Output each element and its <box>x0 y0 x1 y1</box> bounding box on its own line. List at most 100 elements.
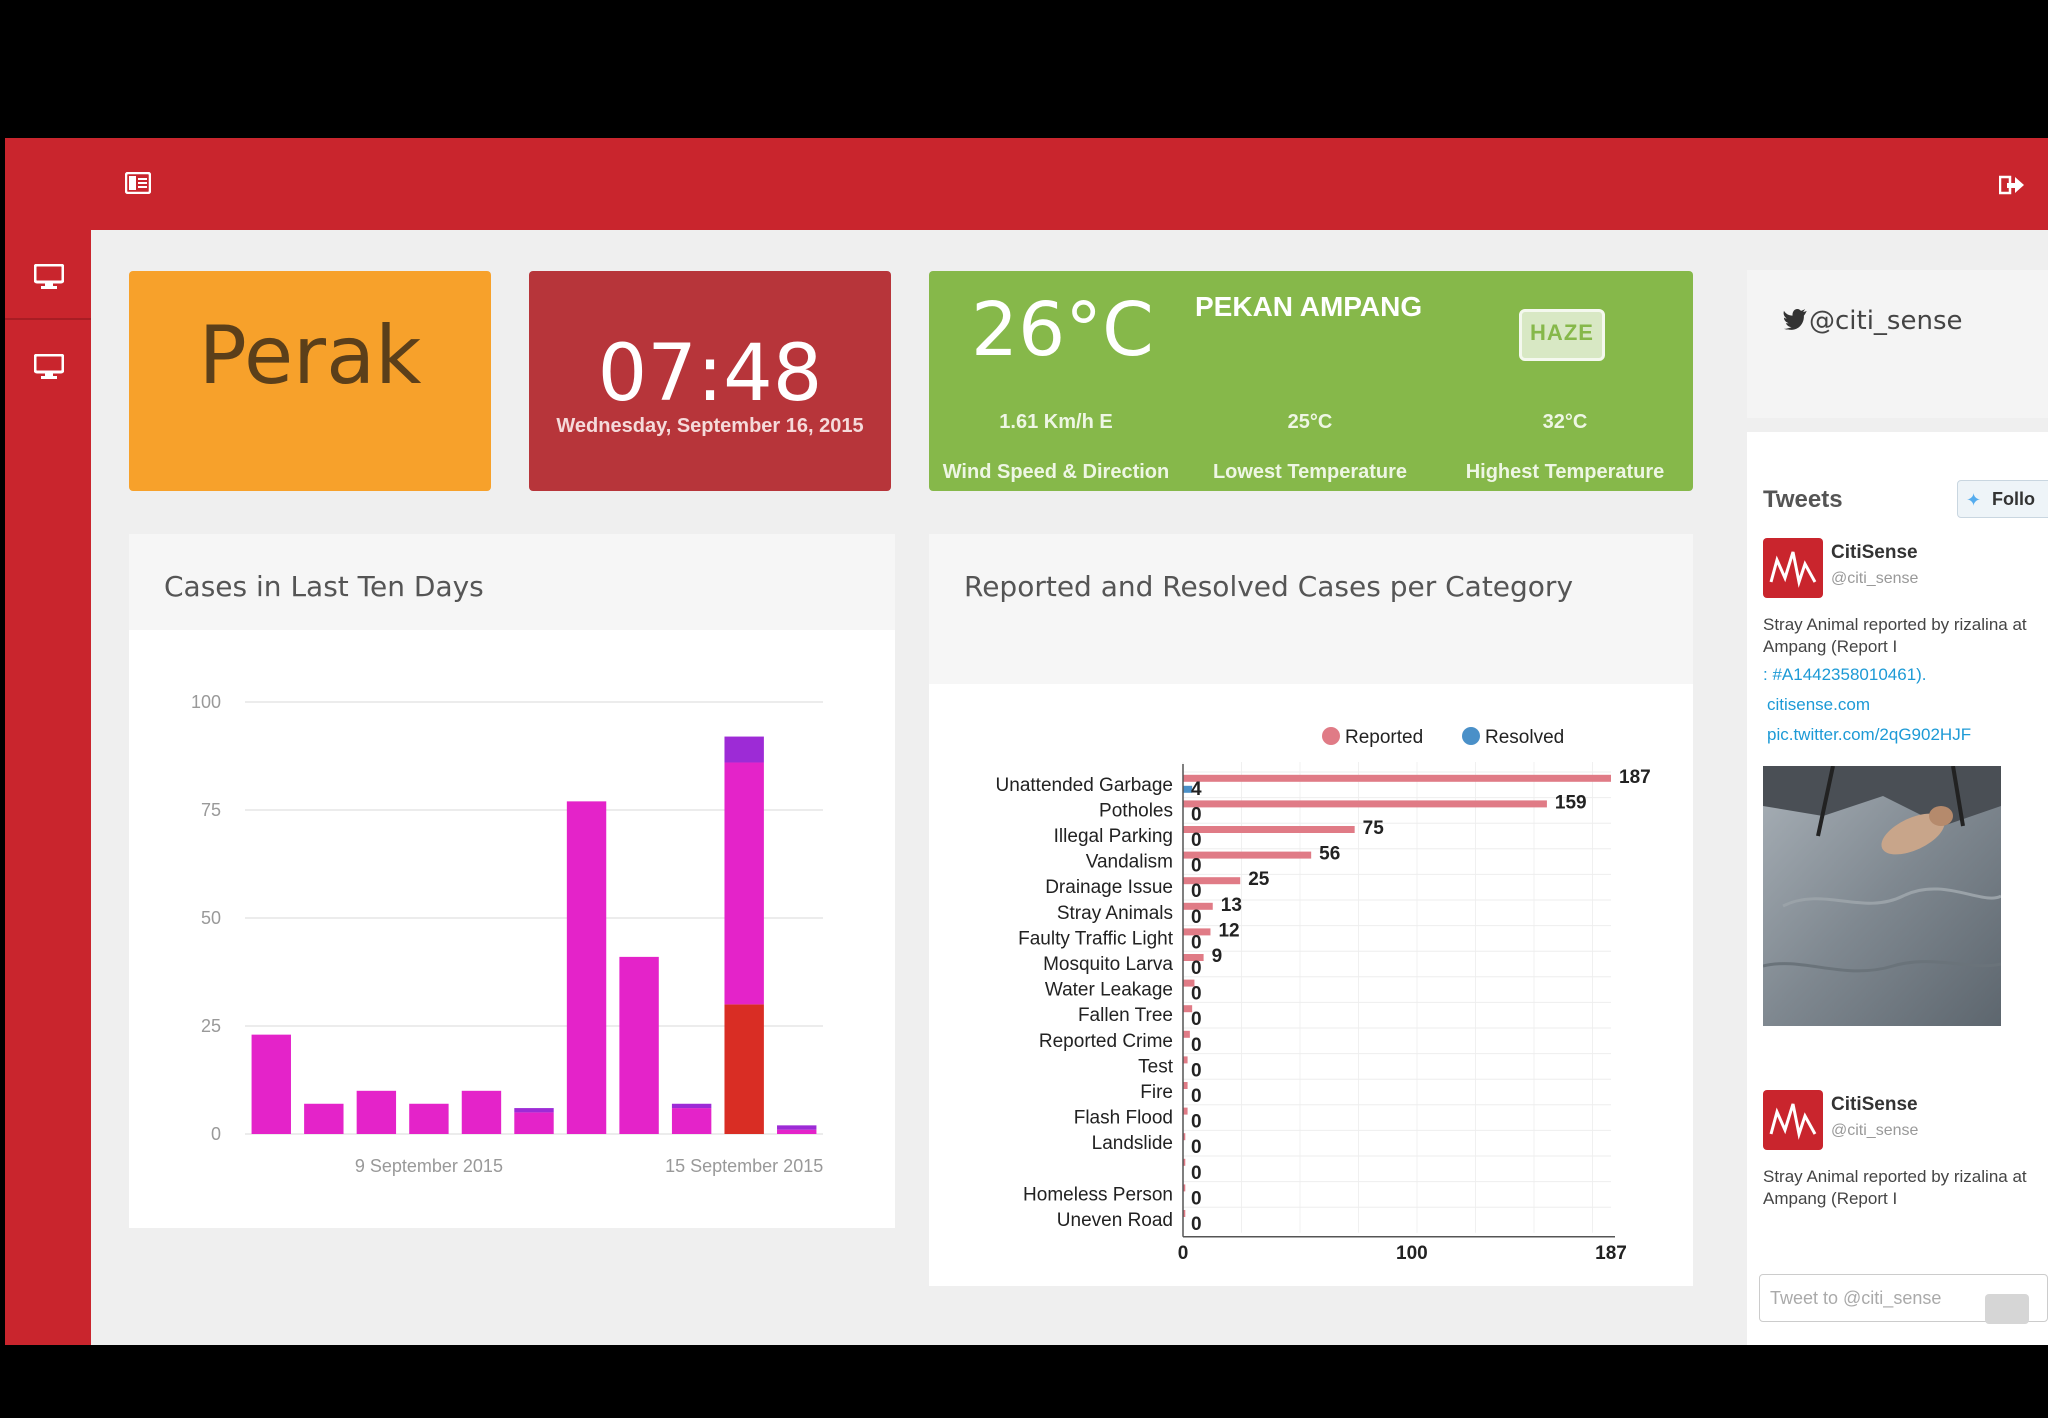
data-label: 13 <box>1221 895 1242 916</box>
cases-chart-panel: Cases in Last Ten Days 0 25 50 75 100 9 Septe… <box>129 534 895 1228</box>
bar-reported[interactable] <box>1183 800 1547 808</box>
bar[interactable] <box>777 1125 817 1130</box>
tweet-hashtag[interactable]: : #A1442358010461). <box>1763 665 1927 684</box>
category-label: Water Leakage <box>1045 980 1173 1001</box>
category-label: Fire <box>1140 1082 1173 1103</box>
tweets-timeline: Tweets ✦ Follo CitiSense @citi_sense Str… <box>1747 432 2048 1345</box>
bar-reported[interactable] <box>1183 851 1312 859</box>
bar[interactable] <box>409 1103 449 1134</box>
bar[interactable] <box>724 736 764 763</box>
avatar <box>1763 538 1823 598</box>
legend-label: Resolved <box>1485 727 1564 748</box>
bar[interactable] <box>514 1112 554 1134</box>
top-bar <box>5 138 2048 230</box>
sidebar-item-display[interactable] <box>5 320 91 408</box>
data-label: 187 <box>1619 767 1651 788</box>
bar[interactable] <box>251 1034 291 1134</box>
bar-reported[interactable] <box>1183 954 1204 961</box>
category-label: Homeless Person <box>1023 1184 1173 1205</box>
bar-reported[interactable] <box>1183 928 1211 936</box>
bar-reported[interactable] <box>1183 1030 1190 1038</box>
logout-icon[interactable] <box>1998 174 2025 196</box>
cases-bar-chart: 0 25 50 75 100 9 September 2015 15 September 2… <box>191 692 823 1176</box>
data-label: 0 <box>1191 1214 1202 1235</box>
data-label: 0 <box>1191 1086 1202 1107</box>
sidebar-item-dashboard[interactable] <box>5 230 91 320</box>
tweet-item[interactable]: CitiSense @citi_sense Stray Animal repor… <box>1763 1090 2048 1230</box>
twitter-handle: @citi_sense <box>1809 306 1963 336</box>
bar[interactable] <box>671 1103 712 1109</box>
tweet-text: Stray Animal reported by rizalina at Amp… <box>1763 1167 2027 1208</box>
tweet-author-handle: @citi_sense <box>1831 1122 1919 1139</box>
follow-button[interactable]: ✦ Follo <box>1957 480 2048 518</box>
bar-reported[interactable] <box>1183 979 1195 987</box>
panel-title: Cases in Last Ten Days <box>164 570 484 603</box>
bar-reported[interactable] <box>1183 1210 1186 1217</box>
data-label: 0 <box>1191 1163 1202 1184</box>
avatar <box>1763 1090 1823 1150</box>
bar-reported[interactable] <box>1183 1133 1186 1141</box>
category-label: Test <box>1138 1056 1174 1077</box>
tweet-author-handle: @citi_sense <box>1831 570 1919 587</box>
bar[interactable] <box>671 1108 712 1134</box>
tweet-author: CitiSense <box>1831 1094 1918 1115</box>
monitor-icon <box>34 354 64 379</box>
category-hbar-chart: Reported Resolved Unattended Garbage 187 4 Po… <box>996 727 1651 1264</box>
tweet-text: Stray Animal reported by rizalina at Amp… <box>1763 615 2027 656</box>
tweet-photo[interactable] <box>1763 766 2001 1026</box>
legend-swatch <box>1462 727 1480 745</box>
monitor-icon <box>34 264 64 289</box>
bar-reported[interactable] <box>1183 1107 1188 1115</box>
twitter-widget: @citi_sense Tweets ✦ Follo CitiSense @ci… <box>1747 270 2048 1345</box>
tweet-item[interactable]: CitiSense @citi_sense Stray Animal repor… <box>1763 538 2048 1068</box>
bar[interactable] <box>777 1129 817 1134</box>
bar-reported[interactable] <box>1183 826 1355 833</box>
data-label: 0 <box>1191 1009 1202 1030</box>
dashboard-app: Perak 07:48 Wednesday, September 16, 201… <box>5 138 2048 1345</box>
bar-reported[interactable] <box>1183 774 1611 782</box>
location-name: Perak <box>198 309 422 402</box>
bar-reported[interactable] <box>1183 1082 1188 1089</box>
data-label: 0 <box>1191 830 1202 851</box>
tweet-link[interactable]: citisense.com <box>1767 695 1870 714</box>
panel-header: Reported and Resolved Cases per Category <box>929 534 1693 684</box>
bar[interactable] <box>356 1090 397 1134</box>
data-label: 0 <box>1191 1035 1202 1056</box>
category-chart-panel: Reported and Resolved Cases per Category… <box>929 534 1693 1286</box>
bar[interactable] <box>514 1108 554 1113</box>
bar[interactable] <box>724 1004 764 1134</box>
bar-reported[interactable] <box>1183 877 1241 885</box>
data-label: 0 <box>1191 1060 1202 1081</box>
data-label: 12 <box>1218 920 1239 941</box>
category-label: Landslide <box>1092 1133 1173 1154</box>
data-label: 4 <box>1191 779 1202 800</box>
wind-value: 1.61 Km/h E <box>999 411 1113 433</box>
bar-reported[interactable] <box>1183 902 1213 910</box>
bar-resolved[interactable] <box>1183 785 1193 793</box>
data-label: 0 <box>1191 984 1202 1005</box>
bar-reported[interactable] <box>1183 1056 1188 1064</box>
tweets-heading: Tweets <box>1763 486 1843 513</box>
bar[interactable] <box>304 1103 344 1134</box>
bar-reported[interactable] <box>1183 1158 1186 1166</box>
weather-temperature: 26°C <box>971 287 1154 373</box>
bar-reported[interactable] <box>1183 1005 1193 1013</box>
panel-title: Reported and Resolved Cases per Category <box>964 570 1574 603</box>
data-label: 0 <box>1191 1112 1202 1133</box>
x-tick-label: 9 September 2015 <box>355 1156 503 1176</box>
tweet-author: CitiSense <box>1831 542 1918 563</box>
bar[interactable] <box>724 762 764 1005</box>
haze-badge: HAZE <box>1519 309 1605 361</box>
category-label: Stray Animals <box>1057 903 1173 924</box>
bar-reported[interactable] <box>1183 1184 1186 1192</box>
weather-tile: 26°C PEKAN AMPANG HAZE 1.61 Km/h E 25°C … <box>929 271 1693 491</box>
tweet-send-icon[interactable] <box>1985 1294 2029 1324</box>
tweet-pic-link[interactable]: pic.twitter.com/2qG902HJF <box>1767 725 1972 744</box>
sidebar-toggle-icon[interactable] <box>124 171 152 195</box>
category-label: Flash Flood <box>1074 1108 1173 1129</box>
bar[interactable] <box>461 1090 502 1134</box>
bar[interactable] <box>619 956 659 1134</box>
bar[interactable] <box>566 801 607 1134</box>
category-label: Fallen Tree <box>1078 1005 1173 1026</box>
twitter-handle-card[interactable]: @citi_sense <box>1747 270 2048 418</box>
